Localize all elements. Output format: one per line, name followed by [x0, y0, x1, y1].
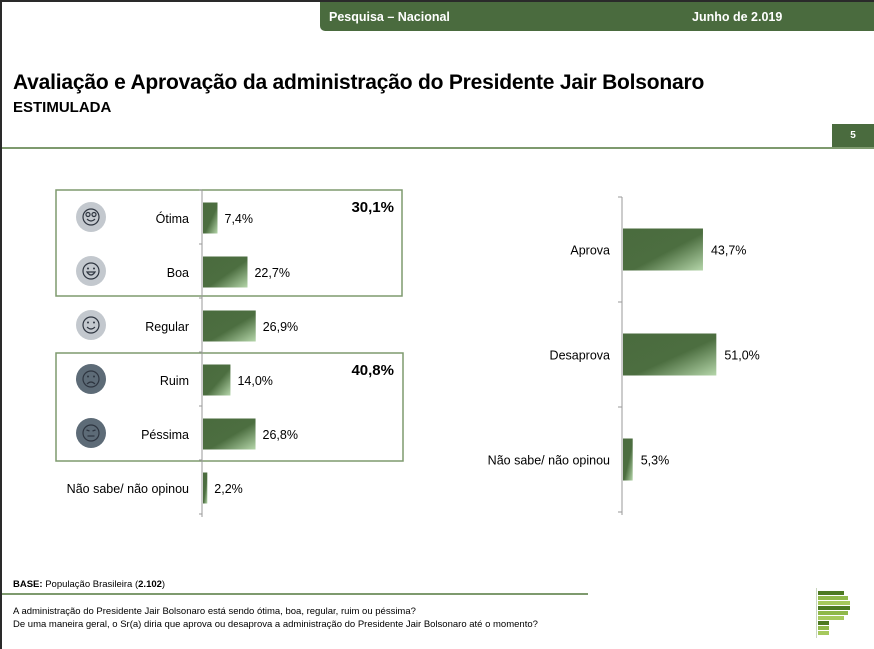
base-label: BASE:	[13, 579, 43, 590]
question-approval: De uma maneira geral, o Sr(a) diria que …	[13, 619, 538, 630]
bar-otima	[203, 202, 218, 234]
icon-bg	[76, 418, 106, 448]
page-title: Avaliação e Aprovação da administração d…	[13, 71, 705, 94]
icon-bg	[76, 202, 106, 232]
footer-divider	[2, 593, 588, 595]
charts-canvas: 30,1% 40,8% 7,4% Ótima 22,7% Boa 26,9% Regular 1…	[55, 189, 760, 517]
group-total-label: 40,8%	[351, 362, 394, 379]
category-label-aprova: Aprova	[570, 244, 610, 258]
value-label-boa: 22,7%	[254, 266, 289, 280]
base-text: População Brasileira (	[42, 579, 139, 590]
value-label-pessima: 26,8%	[263, 428, 298, 442]
bar-nao-sabe-nao-opinou	[623, 438, 633, 481]
value-label-desaprova: 51,0%	[724, 349, 759, 363]
category-label-ruim: Ruim	[160, 374, 189, 388]
window-frame-top	[0, 0, 874, 2]
survey-date: Junho de 2.019	[692, 10, 783, 24]
page-number-badge: 5	[832, 124, 874, 147]
bar-aprova	[623, 228, 703, 271]
icon-face	[82, 262, 100, 280]
star-eyes-smiley-icon	[76, 202, 106, 232]
group-box	[55, 189, 403, 297]
category-label-boa: Boa	[167, 266, 189, 280]
value-label-nao-sabe-nao-opinou: 5,3%	[641, 454, 670, 468]
survey-label: Pesquisa – Nacional	[329, 10, 450, 24]
category-label-nao-sabe-nao-opinou: Não sabe/ não opinou	[488, 454, 610, 468]
meh-smiley-icon	[76, 418, 106, 448]
category-label-regular: Regular	[145, 320, 189, 334]
group-box	[55, 352, 404, 462]
icon-face	[82, 424, 100, 442]
header-divider	[2, 147, 874, 149]
bar-boa	[203, 256, 248, 288]
evaluation-chart: 30,1% 40,8% 7,4% Ótima 22,7% Boa 26,9% Regular 1…	[55, 189, 404, 517]
icon-face	[82, 316, 100, 334]
value-label-ruim: 14,0%	[237, 374, 272, 388]
category-label-nao-sabe-nao-opinou: Não sabe/ não opinou	[67, 482, 189, 496]
group-total-label: 30,1%	[351, 199, 394, 216]
question-evaluation: A administração do Presidente Jair Bolso…	[13, 606, 416, 617]
base-note: BASE: População Brasileira (2.102)	[13, 579, 165, 590]
smile-smiley-icon	[76, 310, 106, 340]
category-label-desaprova: Desaprova	[550, 349, 610, 363]
bar-nao-sabe-nao-opinou	[203, 472, 208, 504]
bar-pessima	[203, 418, 256, 450]
frown-smiley-icon	[76, 364, 106, 394]
brand-logo	[816, 588, 850, 638]
base-close: )	[161, 579, 166, 590]
icon-bg	[76, 364, 106, 394]
category-label-pessima: Péssima	[141, 428, 189, 442]
header-bar: Pesquisa – Nacional Junho de 2.019	[320, 2, 874, 31]
value-label-nao-sabe-nao-opinou: 2,2%	[214, 482, 243, 496]
icon-bg	[76, 310, 106, 340]
icon-bg	[76, 256, 106, 286]
approval-chart: 43,7% Aprova 51,0% Desaprova 5,3% Não sabe/ n…	[488, 196, 760, 515]
value-label-regular: 26,9%	[263, 320, 298, 334]
base-count: 2.102	[138, 579, 162, 590]
bar-ruim	[203, 364, 231, 396]
value-label-aprova: 43,7%	[711, 244, 746, 258]
page-subtitle: ESTIMULADA	[13, 99, 112, 116]
icon-face	[82, 208, 100, 226]
icon-face	[82, 370, 100, 388]
value-label-otima: 7,4%	[225, 212, 254, 226]
bar-desaprova	[623, 333, 717, 376]
category-label-otima: Ótima	[156, 211, 189, 226]
window-frame-left	[0, 0, 2, 649]
grin-smiley-icon	[76, 256, 106, 286]
bar-regular	[203, 310, 256, 342]
